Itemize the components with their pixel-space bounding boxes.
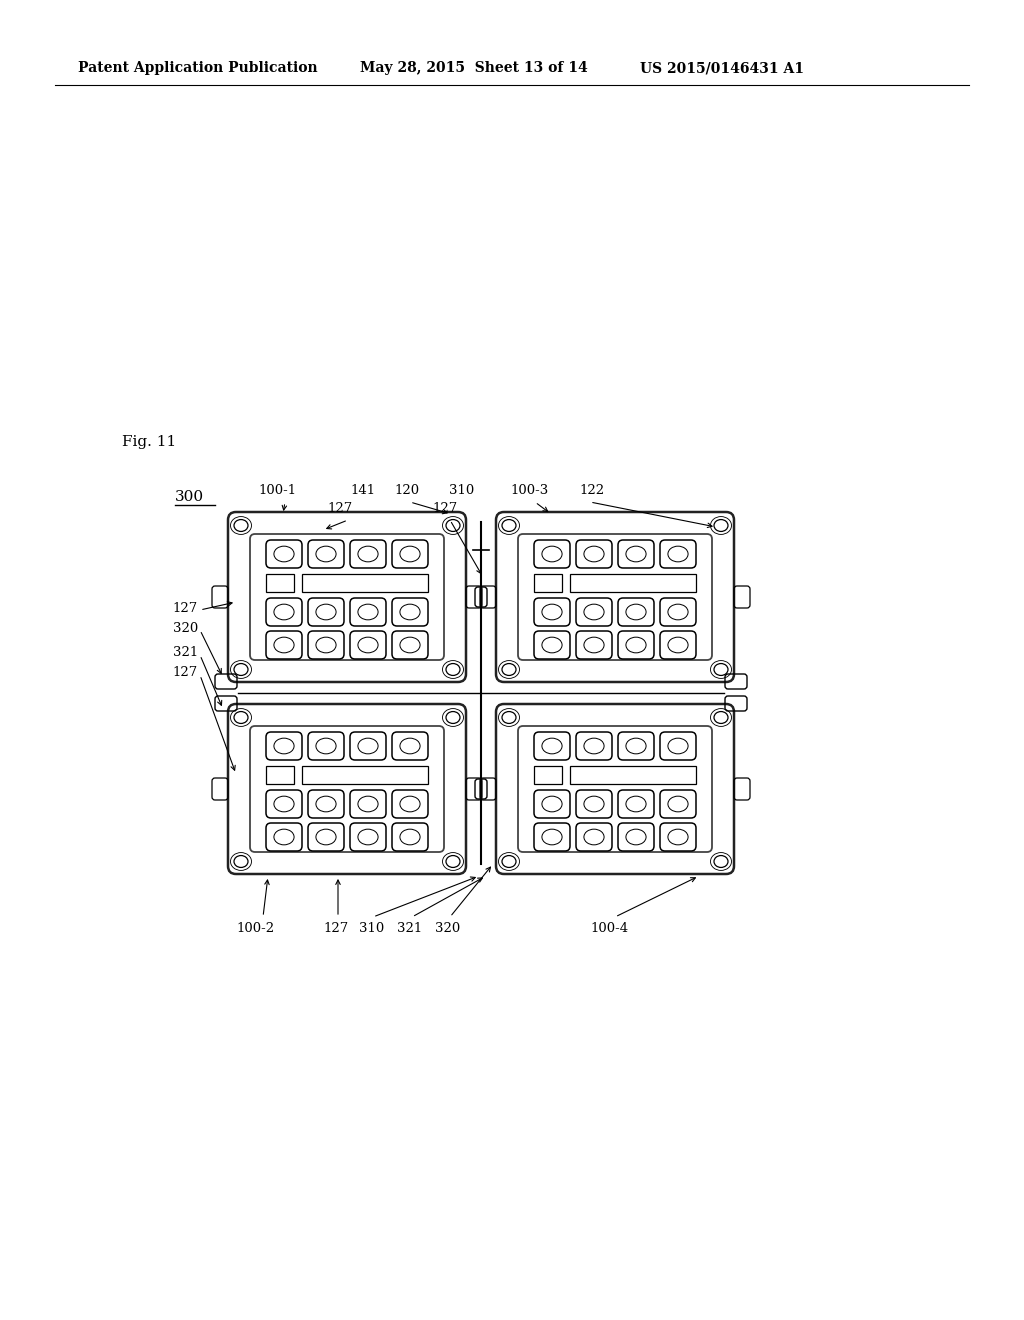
Bar: [534, 766, 562, 784]
Bar: [302, 574, 428, 591]
Text: 310: 310: [450, 484, 475, 498]
Text: 127: 127: [173, 602, 198, 615]
Bar: [266, 574, 294, 591]
Text: 321: 321: [173, 647, 198, 660]
Text: 320: 320: [435, 921, 461, 935]
Bar: [266, 766, 294, 784]
Text: 310: 310: [359, 921, 385, 935]
Bar: [302, 766, 428, 784]
Text: Fig. 11: Fig. 11: [122, 436, 176, 449]
Text: 300: 300: [175, 490, 204, 504]
Text: 141: 141: [350, 484, 376, 498]
Text: 127: 127: [173, 667, 198, 680]
Text: 127: 127: [328, 502, 352, 515]
Text: 100-1: 100-1: [259, 484, 297, 498]
Text: US 2015/0146431 A1: US 2015/0146431 A1: [640, 61, 804, 75]
Bar: [534, 574, 562, 591]
Text: 100-2: 100-2: [237, 921, 275, 935]
Text: 100-4: 100-4: [591, 921, 629, 935]
Text: 122: 122: [580, 484, 604, 498]
Text: 127: 127: [432, 502, 458, 515]
Text: 320: 320: [173, 622, 198, 635]
Text: May 28, 2015  Sheet 13 of 14: May 28, 2015 Sheet 13 of 14: [360, 61, 588, 75]
Text: 321: 321: [397, 921, 423, 935]
Bar: [570, 574, 696, 591]
Text: 100-3: 100-3: [511, 484, 549, 498]
Bar: [570, 766, 696, 784]
Text: Patent Application Publication: Patent Application Publication: [78, 61, 317, 75]
Text: 120: 120: [394, 484, 420, 498]
Text: 127: 127: [324, 921, 348, 935]
